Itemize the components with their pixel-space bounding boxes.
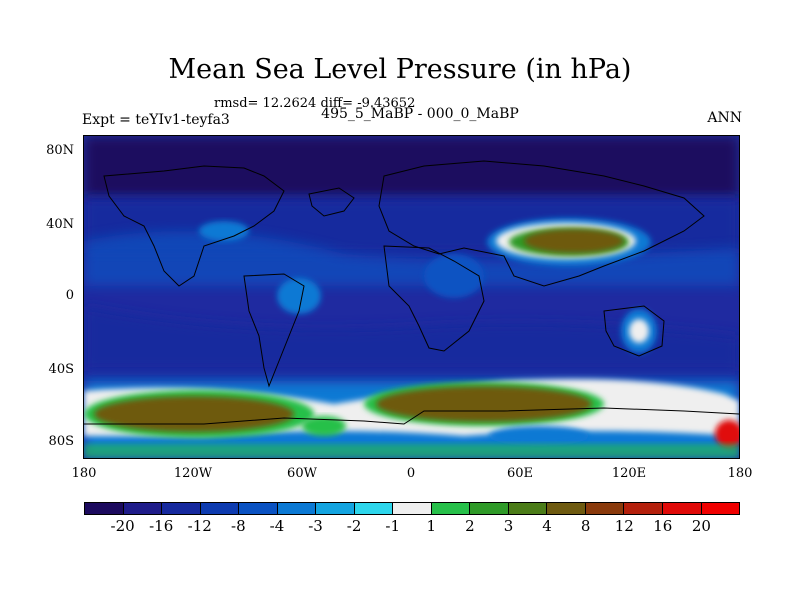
lat-label-40s: 40S	[48, 362, 74, 377]
lat-label-40n: 40N	[46, 217, 74, 232]
southern-subtropical-band	[84, 306, 739, 371]
lat-label-80s: 80S	[48, 434, 74, 449]
pressure-map	[84, 136, 739, 458]
colorbar-label: -20	[110, 517, 135, 535]
colorbar-segment	[547, 503, 586, 514]
lat-label-80n: 80N	[46, 143, 74, 158]
colorbar-segment	[508, 503, 548, 514]
arctic-low	[84, 136, 739, 198]
tropical-band	[84, 231, 739, 286]
colorbar-segment	[585, 503, 625, 514]
colorbar-label: -4	[269, 517, 285, 535]
colorbar-label: 4	[542, 517, 552, 535]
lon-label-0: 0	[406, 466, 416, 481]
colorbar-segment	[162, 503, 201, 514]
colorbar-label: 1	[426, 517, 437, 535]
colorbar-segment	[316, 503, 355, 514]
africa-anomaly	[424, 254, 484, 298]
s-blue-patch	[489, 426, 589, 446]
plot-title: Mean Sea Level Pressure (in hPa)	[168, 54, 632, 85]
colorbar-segment	[431, 503, 471, 514]
colorbar-segment	[239, 503, 278, 514]
colorbar-segment	[354, 503, 394, 514]
na-anomaly	[199, 221, 249, 241]
colorbar-label: -8	[231, 517, 246, 535]
colorbar-label: 16	[653, 517, 673, 535]
map-panel	[83, 135, 740, 459]
s-green-patch	[302, 416, 346, 436]
colorbar-label: -12	[187, 517, 212, 535]
lon-label-180e: 180	[727, 466, 753, 481]
colorbar-segment	[277, 503, 317, 514]
colorbar-label: -16	[149, 517, 174, 535]
season-label: ANN	[707, 110, 742, 126]
colorbar-label: 20	[691, 517, 711, 535]
lon-label-120e: 120E	[611, 466, 647, 481]
lon-label-60w: 60W	[287, 466, 317, 481]
colorbar-segment	[85, 503, 124, 514]
stats-text: rmsd= 12.2624 diff= -9.43652	[214, 96, 416, 111]
lat-label-eq: 0	[65, 288, 74, 303]
sa-anomaly	[277, 278, 321, 314]
colorbar-label: 3	[503, 517, 514, 535]
colorbar-segment	[624, 503, 663, 514]
colorbar	[84, 502, 740, 515]
lon-label-180w: 180	[71, 466, 97, 481]
colorbar-segment	[123, 503, 163, 514]
colorbar-label: -3	[308, 517, 323, 535]
sw-high	[94, 396, 294, 432]
colorbar-segment	[200, 503, 240, 514]
experiment-label: Expt = teYIv1-teyfa3	[82, 112, 230, 128]
colorbar-segment	[662, 503, 702, 514]
se-red-patch	[715, 420, 739, 448]
colorbar-label: 12	[614, 517, 634, 535]
colorbar-segment	[393, 503, 432, 514]
lon-label-60e: 60E	[506, 466, 534, 481]
lon-label-120w: 120W	[173, 466, 213, 481]
colorbar-label: 8	[580, 517, 591, 535]
colorbar-label: -2	[346, 517, 362, 535]
period-label: 495_5_MaBP - 000_0_MaBP	[321, 106, 519, 122]
colorbar-label: -1	[385, 517, 401, 535]
colorbar-segment	[701, 503, 740, 514]
asia-brown	[524, 229, 624, 253]
aus-core	[629, 319, 649, 343]
coastlines	[84, 160, 739, 425]
colorbar-label: 2	[465, 517, 475, 535]
colorbar-segment	[470, 503, 509, 514]
south-pole-strip	[84, 444, 739, 458]
se-high	[376, 386, 592, 422]
